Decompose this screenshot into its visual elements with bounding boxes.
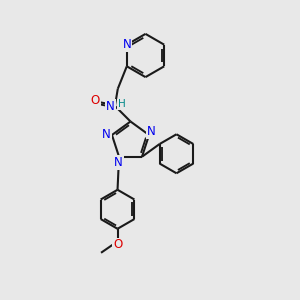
Text: N: N <box>106 100 115 113</box>
Text: N: N <box>114 156 123 169</box>
Text: O: O <box>91 94 100 107</box>
Text: O: O <box>113 238 122 251</box>
Text: N: N <box>102 128 111 142</box>
Text: N: N <box>147 125 155 139</box>
Text: H: H <box>118 99 125 110</box>
Text: N: N <box>122 38 131 51</box>
